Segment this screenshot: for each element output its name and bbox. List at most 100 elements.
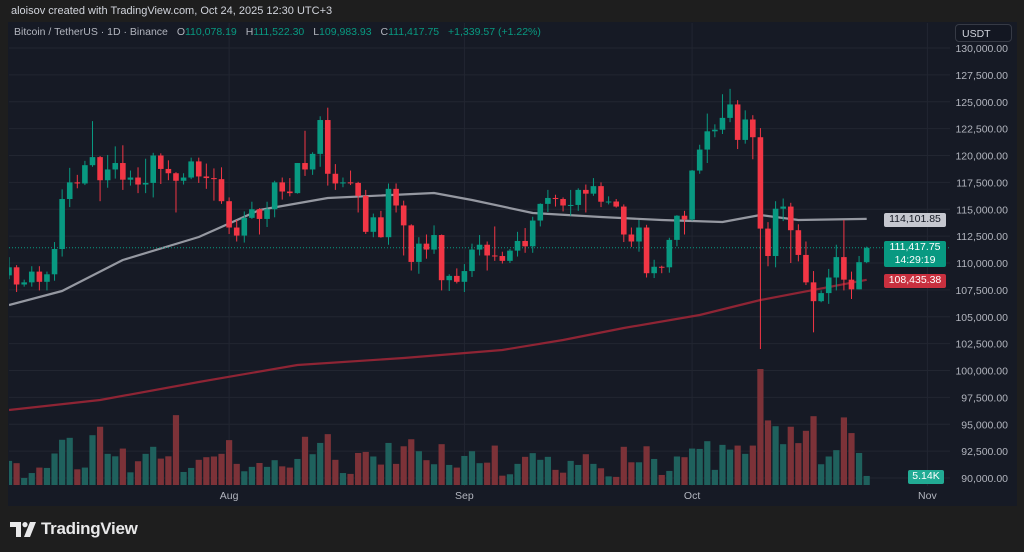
candle	[36, 266, 43, 291]
low-value: 109,983.93	[319, 26, 372, 38]
volume-bar	[628, 462, 635, 485]
candle-body	[120, 163, 126, 180]
candle-body	[651, 266, 657, 274]
candle-body	[643, 227, 650, 274]
candle	[120, 145, 126, 190]
candle-body	[400, 205, 407, 226]
candle	[818, 290, 824, 303]
tradingview-logo[interactable]: TradingView	[10, 519, 138, 539]
y-tick-label: 120,000.00	[955, 151, 1008, 163]
candle	[545, 189, 551, 212]
volume-tag: 5.14K	[908, 470, 944, 484]
candle-body	[514, 240, 521, 251]
volume-bar	[119, 448, 126, 485]
volume-bar	[385, 442, 392, 485]
volume-bar	[226, 440, 233, 485]
candle-body	[825, 277, 832, 294]
y-tick-label: 130,000.00	[955, 43, 1008, 55]
volume-bar	[658, 474, 665, 485]
volume-bar	[317, 442, 324, 485]
volume-bar	[802, 430, 810, 485]
candle	[810, 271, 817, 333]
y-tick-label: 112,500.00	[956, 231, 1008, 243]
volume-bar	[89, 435, 96, 485]
y-tick-label: 125,000.00	[955, 97, 1008, 109]
volume-bar	[301, 436, 309, 485]
candle	[537, 203, 544, 227]
candle-body	[575, 189, 582, 205]
candle	[324, 107, 331, 186]
bar-countdown: 14:29:19	[894, 254, 936, 266]
candle-body	[287, 191, 293, 194]
volume-bar	[476, 463, 483, 485]
candle	[605, 196, 612, 205]
currency-button[interactable]: USDT	[955, 24, 1012, 42]
volume-bar	[157, 458, 164, 485]
x-tick-label: Nov	[918, 490, 937, 502]
x-tick-label: Sep	[455, 490, 474, 502]
candle-body	[317, 120, 323, 154]
candle-body	[431, 235, 437, 250]
candle-body	[552, 197, 559, 200]
candle-body	[302, 163, 308, 170]
candle	[279, 177, 286, 200]
candle	[89, 121, 96, 167]
candle	[438, 234, 445, 291]
candle-body	[772, 208, 779, 257]
candle	[385, 183, 392, 245]
candle	[127, 170, 134, 186]
volume-bar	[559, 472, 567, 485]
candle	[446, 274, 453, 291]
candle-body	[674, 215, 680, 240]
symbol-title[interactable]: Bitcoin / TetherUS · 1D · Binance	[14, 26, 168, 38]
last-price-value: 111,417.75	[889, 241, 941, 253]
volume-bar	[772, 426, 779, 485]
volume-bar	[514, 463, 521, 485]
volume-bar	[848, 433, 855, 485]
candle-body	[681, 215, 688, 220]
candle-body	[529, 220, 536, 247]
tradingview-logo-text: TradingView	[41, 519, 138, 538]
volume-bar	[74, 469, 81, 485]
candle	[287, 178, 293, 197]
candle	[180, 173, 187, 185]
candle-body	[180, 177, 187, 181]
candle-body	[44, 274, 50, 282]
volume-bar	[552, 469, 559, 485]
candle	[9, 257, 12, 280]
volume-bar	[597, 468, 605, 485]
candle	[742, 110, 749, 144]
volume-bar	[347, 473, 354, 485]
volume-bar	[719, 444, 726, 485]
volume-bar	[863, 475, 870, 485]
candle-body	[309, 153, 316, 170]
candle-body	[294, 163, 301, 194]
close-value: 111,417.75	[388, 26, 440, 38]
volume-bar	[150, 446, 157, 485]
candle-body	[469, 249, 475, 272]
candle-body	[233, 227, 240, 236]
volume-bar	[43, 467, 51, 485]
candle-body	[712, 129, 718, 132]
candle-body	[378, 217, 384, 238]
candle	[848, 271, 855, 300]
candle	[431, 225, 437, 254]
volume-bar	[711, 469, 718, 485]
candle	[28, 266, 35, 287]
candle	[13, 265, 20, 293]
candle-body	[628, 234, 635, 242]
candle	[841, 220, 847, 291]
y-tick-label: 100,000.00	[955, 366, 1008, 378]
volume-bar	[28, 473, 35, 485]
candle-body	[438, 235, 445, 281]
candle-body	[195, 161, 202, 177]
candle-body	[226, 201, 232, 228]
plot-area	[9, 88, 950, 485]
candle	[256, 208, 263, 235]
candle	[613, 199, 619, 208]
candle-body	[567, 204, 574, 206]
candle	[681, 210, 688, 235]
candle	[66, 167, 73, 208]
volume-bar	[734, 445, 741, 485]
